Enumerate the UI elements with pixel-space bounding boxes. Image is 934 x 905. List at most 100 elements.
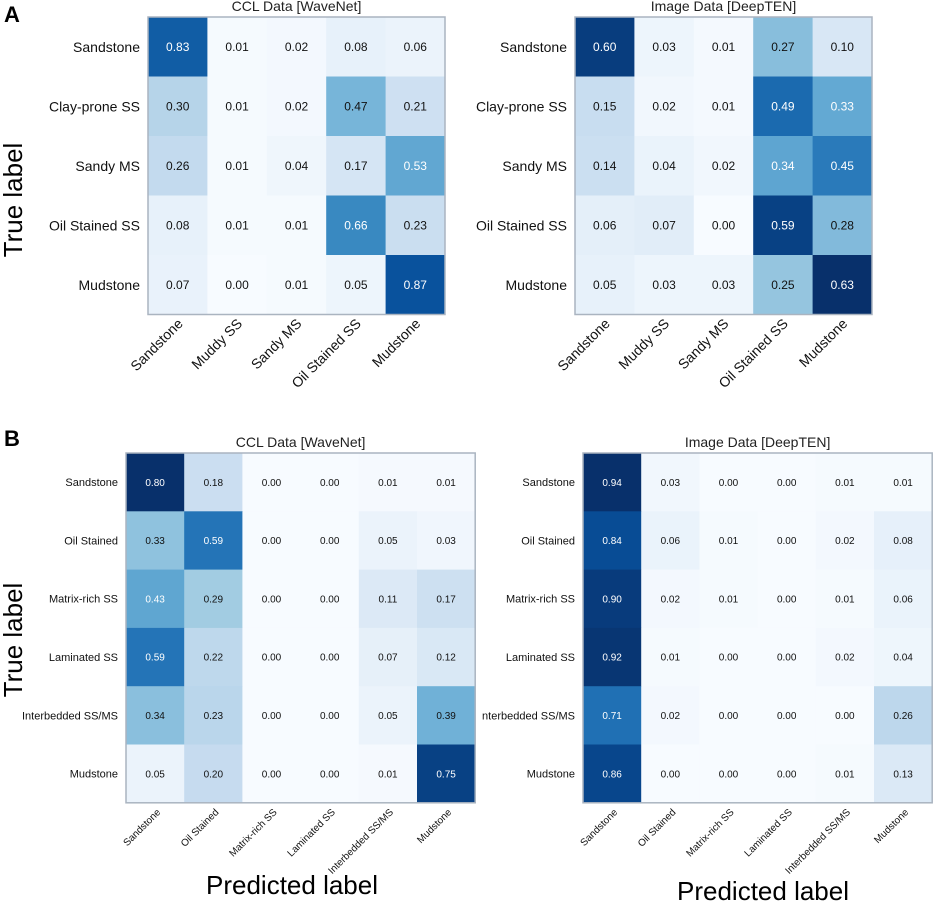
- col-tick-label: Sandstone: [554, 315, 613, 374]
- heatmap-cell: [575, 255, 635, 315]
- heatmap-cell: [358, 686, 418, 745]
- heatmap-cell: [417, 686, 476, 745]
- heatmap-cell: [575, 17, 635, 77]
- heatmap-cell: [699, 453, 759, 512]
- row-tick-label: Oil Stained: [64, 535, 118, 547]
- heatmap-cell: [815, 453, 875, 512]
- row-tick-label: Laminated SS: [49, 652, 118, 664]
- cell-value-label: 0.15: [593, 100, 617, 114]
- heatmap-cell: [266, 255, 327, 315]
- heatmap-cell: [699, 511, 759, 571]
- row-tick-label: Sandstone: [65, 477, 118, 489]
- true-label-a: True label: [0, 143, 28, 258]
- heatmap-cell: [583, 511, 642, 571]
- cell-value-label: 0.94: [602, 478, 622, 489]
- cell-value-label: 0.03: [661, 478, 681, 489]
- cell-value-label: 0.01: [285, 219, 309, 233]
- cell-value-label: 0.26: [166, 159, 190, 173]
- cell-value-label: 0.90: [602, 594, 622, 605]
- heatmap-cell: [757, 569, 817, 629]
- heatmap-cell: [812, 17, 873, 77]
- heatmap-ccl-wavenet-a: CCL Data [WaveNet] 0.83 0.01 0.02 0.08 0.06 0.…: [49, 0, 446, 391]
- col-tick-label: Laminated SS: [743, 807, 795, 859]
- cell-value-label: 0.01: [378, 478, 398, 489]
- heatmap-cell: [266, 195, 327, 256]
- heatmap-cell: [757, 744, 817, 804]
- cell-value-label: 0.59: [204, 536, 224, 547]
- heatmap-cell: [815, 686, 875, 745]
- heatmap-cell: [417, 453, 476, 512]
- heatmap-cell: [757, 686, 817, 745]
- row-tick-label: Sandy MS: [502, 158, 567, 174]
- heatmap-cell: [148, 255, 208, 315]
- predicted-label-b-right: Predicted label: [677, 876, 849, 905]
- panel-label-a: A: [4, 2, 20, 27]
- heatmap-cell: [358, 453, 418, 512]
- cell-value-label: 0.59: [771, 219, 795, 233]
- cell-value-label: 0.34: [771, 159, 795, 173]
- cell-value-label: 0.00: [719, 769, 739, 780]
- chart-title: Image Data [DeepTEN]: [651, 0, 797, 14]
- cell-value-label: 0.00: [777, 594, 797, 605]
- cell-value-label: 0.00: [320, 653, 340, 664]
- cell-value-label: 0.07: [652, 219, 676, 233]
- heatmap-cell: [693, 76, 754, 137]
- heatmap-cell: [326, 136, 387, 196]
- cell-value-label: 0.08: [344, 40, 368, 54]
- row-tick-label: Mudstone: [527, 769, 575, 781]
- cell-value-label: 0.59: [145, 653, 165, 664]
- cell-value-label: 0.33: [145, 536, 165, 547]
- col-tick-label: Muddy SS: [615, 315, 672, 372]
- cell-value-label: 0.01: [285, 278, 309, 292]
- heatmap-cell: [699, 627, 759, 687]
- heatmap-cell: [385, 255, 446, 315]
- heatmap-cell: [242, 511, 302, 571]
- cell-value-label: 0.86: [602, 769, 622, 780]
- cell-value-label: 0.01: [225, 219, 249, 233]
- cell-value-label: 0.00: [320, 478, 340, 489]
- col-tick-label: Mudstone: [796, 315, 851, 370]
- heatmap-cell: [207, 195, 268, 256]
- row-tick-label: Matrix-rich SS: [49, 594, 118, 606]
- heatmap-ccl-wavenet-b: CCL Data [WaveNet] 0.80 0.18 0.00 0.00 0.01 0.…: [22, 434, 476, 877]
- cell-value-label: 0.05: [378, 536, 398, 547]
- cell-value-label: 0.45: [831, 159, 855, 173]
- cell-value-label: 0.39: [436, 711, 456, 722]
- cell-value-label: 0.00: [262, 594, 282, 605]
- heatmap-cell: [184, 511, 243, 571]
- plot-frame: [125, 452, 476, 804]
- heatmap-cell: [583, 627, 642, 687]
- heatmap-cell: [641, 627, 700, 687]
- heatmap-cell: [699, 569, 759, 629]
- heatmap-cell: [757, 627, 817, 687]
- cell-value-label: 0.43: [145, 594, 165, 605]
- cell-value-label: 0.01: [225, 159, 249, 173]
- col-tick-label: Mudstone: [415, 807, 454, 846]
- cell-value-label: 0.87: [404, 278, 428, 292]
- heatmap-cell: [583, 744, 642, 804]
- heatmap-cell: [300, 744, 360, 804]
- heatmap-cell: [753, 195, 814, 256]
- col-tick-label: Sandstone: [122, 807, 164, 849]
- heatmap-cell: [815, 511, 875, 571]
- cell-value-label: 0.00: [777, 711, 797, 722]
- heatmap-cell: [874, 569, 933, 629]
- cell-value-label: 0.03: [652, 40, 676, 54]
- plot-frame: [574, 16, 873, 316]
- heatmap-cell: [693, 255, 754, 315]
- heatmap-cell: [148, 76, 208, 137]
- cell-value-label: 0.04: [285, 159, 309, 173]
- cell-value-label: 0.00: [262, 769, 282, 780]
- cell-value-label: 0.63: [831, 278, 855, 292]
- cell-value-label: 0.00: [777, 653, 797, 664]
- cell-value-label: 0.08: [893, 536, 913, 547]
- heatmap-cell: [874, 744, 933, 804]
- cell-value-label: 0.00: [320, 594, 340, 605]
- row-tick-label: Mudstone: [506, 277, 568, 293]
- heatmap-cell: [753, 76, 814, 137]
- cell-value-label: 0.03: [652, 278, 676, 292]
- cell-value-label: 0.21: [404, 100, 428, 114]
- heatmap-cell: [184, 686, 243, 745]
- heatmap-cell: [300, 686, 360, 745]
- heatmap-cell: [207, 255, 268, 315]
